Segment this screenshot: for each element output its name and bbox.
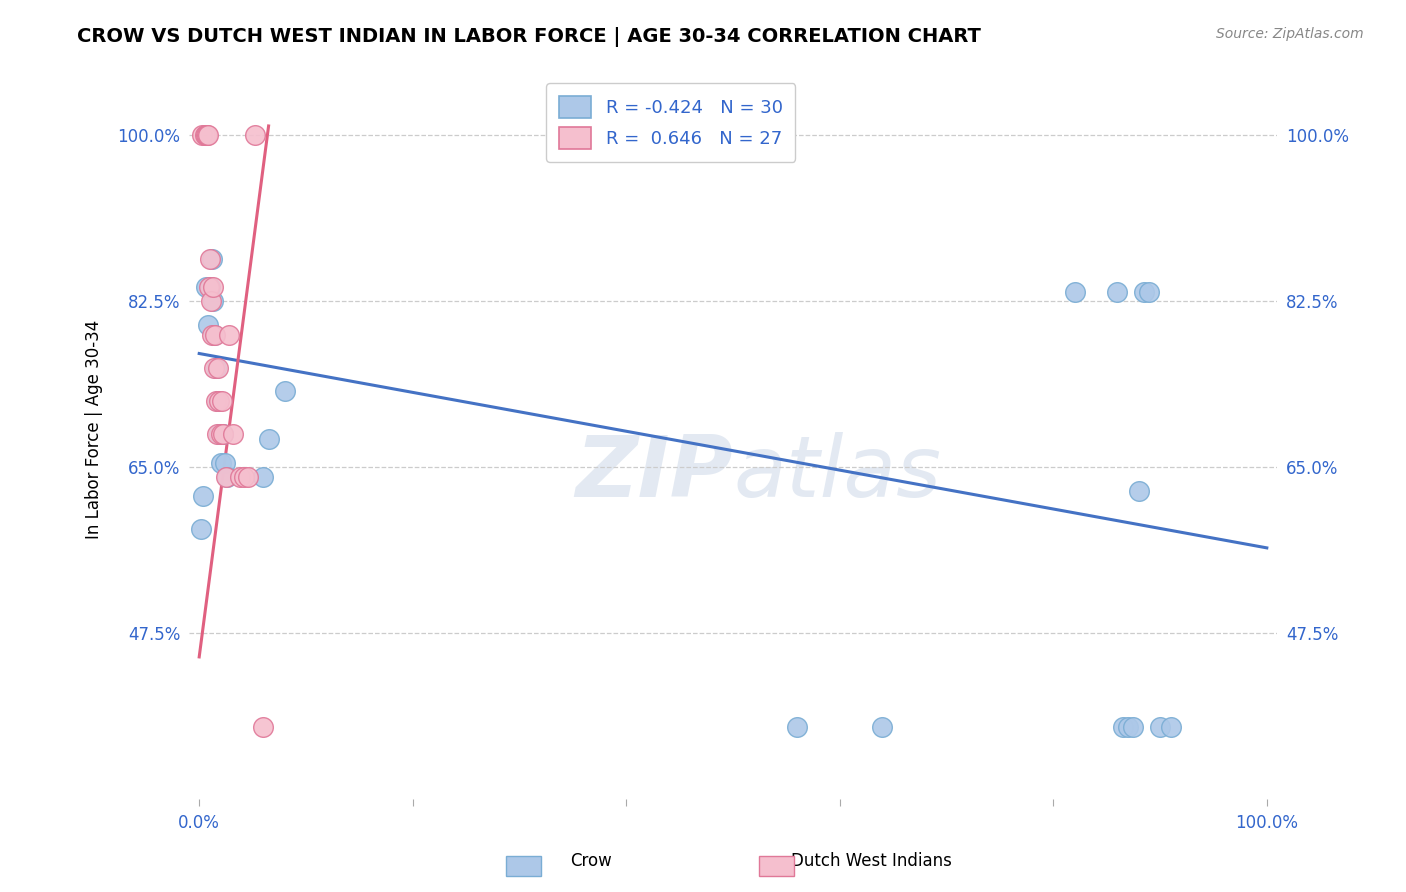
Point: [257, 432, 280, 446]
Text: CROW VS DUTCH WEST INDIAN IN LABOR FORCE | AGE 30-34 CORRELATION CHART: CROW VS DUTCH WEST INDIAN IN LABOR FORCE…: [77, 27, 981, 46]
Point: [201, 252, 224, 266]
Point: [198, 280, 221, 294]
Point: [205, 360, 228, 375]
Point: [207, 360, 229, 375]
Text: atlas: atlas: [733, 433, 941, 516]
Point: [243, 128, 266, 143]
Point: [1149, 720, 1171, 734]
Point: [207, 427, 229, 442]
Point: [191, 128, 214, 143]
Point: [209, 427, 232, 442]
Point: [222, 427, 245, 442]
Y-axis label: In Labor Force | Age 30-34: In Labor Force | Age 30-34: [86, 319, 103, 539]
Point: [1116, 720, 1139, 734]
Point: [215, 469, 238, 483]
Point: [208, 427, 231, 442]
Point: [252, 469, 274, 483]
Point: [1137, 285, 1160, 299]
Point: [194, 280, 217, 294]
Point: [202, 280, 225, 294]
Point: [238, 469, 260, 483]
Point: [1128, 483, 1150, 498]
Point: [215, 469, 238, 483]
Point: [195, 128, 218, 143]
Point: [1063, 285, 1085, 299]
Point: [208, 393, 231, 408]
Point: [211, 427, 233, 442]
Legend: R = -0.424   N = 30, R =  0.646   N = 27: R = -0.424 N = 30, R = 0.646 N = 27: [546, 84, 796, 161]
Text: Source: ZipAtlas.com: Source: ZipAtlas.com: [1216, 27, 1364, 41]
Text: ZIP: ZIP: [575, 433, 733, 516]
Point: [1111, 720, 1133, 734]
Point: [1160, 720, 1182, 734]
Point: [211, 427, 233, 442]
Point: [1133, 285, 1156, 299]
Point: [204, 327, 226, 342]
Point: [205, 393, 228, 408]
Point: [214, 456, 236, 470]
Point: [197, 318, 219, 332]
Point: [218, 327, 240, 342]
Point: [872, 720, 894, 734]
Point: [194, 128, 217, 143]
Point: [209, 456, 232, 470]
Point: [197, 128, 219, 143]
Point: [202, 294, 225, 309]
Point: [207, 393, 229, 408]
Point: [1107, 285, 1129, 299]
Point: [273, 384, 295, 399]
Point: [201, 327, 224, 342]
Point: [198, 252, 221, 266]
Point: [202, 360, 225, 375]
Point: [786, 720, 808, 734]
Point: [198, 280, 221, 294]
Point: [190, 522, 212, 536]
Point: [202, 327, 225, 342]
Point: [1122, 720, 1144, 734]
Point: [200, 294, 222, 309]
Point: [229, 469, 252, 483]
Text: Dutch West Indians: Dutch West Indians: [792, 852, 952, 870]
Point: [252, 720, 274, 734]
Point: [211, 393, 233, 408]
Point: [193, 489, 215, 503]
Text: Crow: Crow: [569, 852, 612, 870]
Point: [193, 128, 215, 143]
Point: [233, 469, 256, 483]
